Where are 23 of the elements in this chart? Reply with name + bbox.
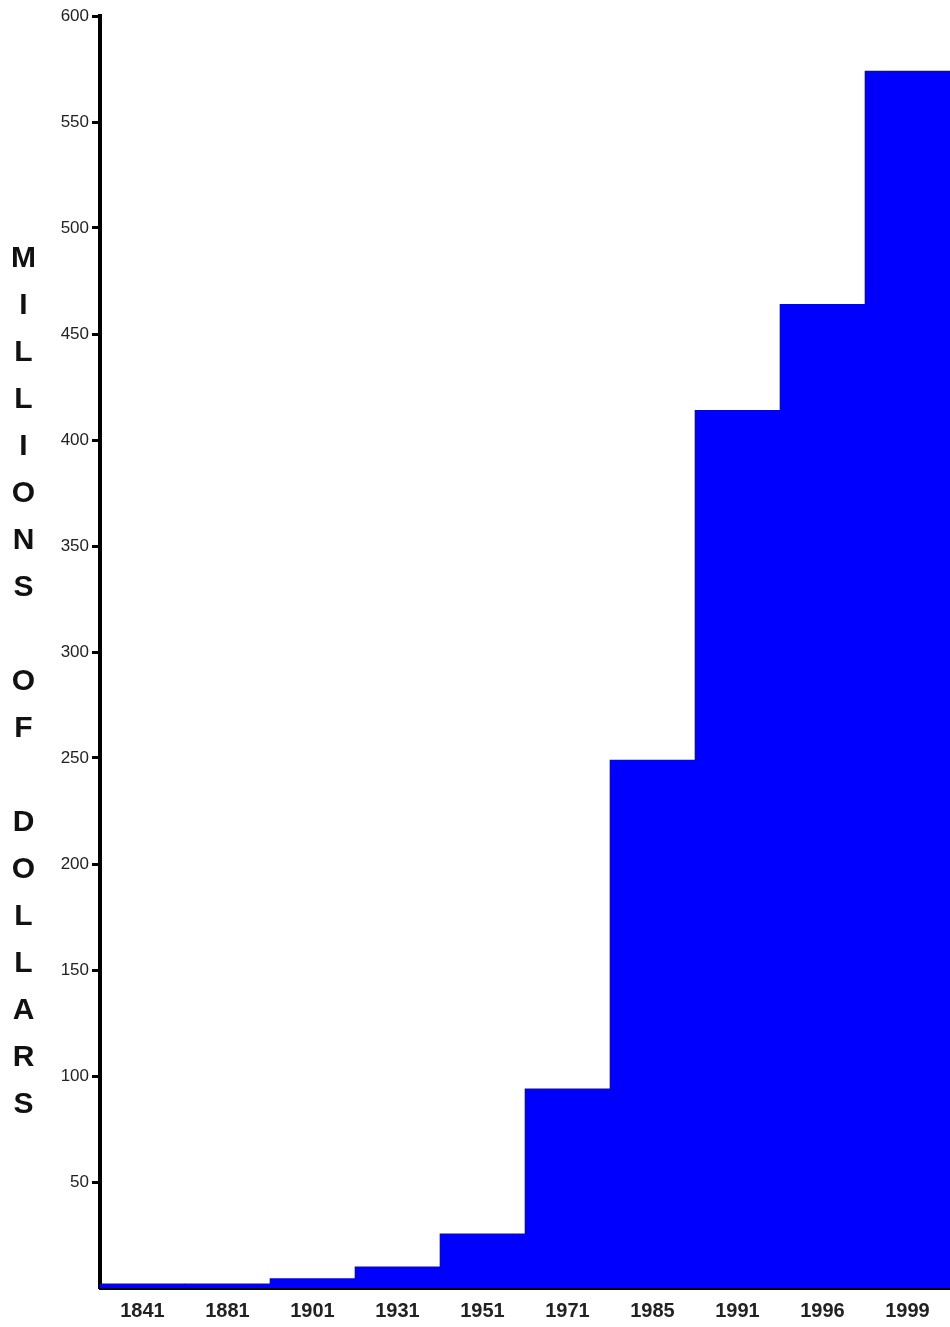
y-tick-label: 100 <box>60 1065 89 1085</box>
y-tick-label: 50 <box>70 1171 89 1191</box>
y-tick-label: 600 <box>60 5 89 25</box>
x-tick-label: 1881 <box>205 1298 250 1321</box>
y-axis-title: MILLIONS OF DOLLARS <box>6 240 40 1133</box>
y-tick-label: 550 <box>60 111 89 131</box>
x-tick-label: 1999 <box>885 1298 930 1321</box>
x-tick-label: 1951 <box>460 1298 505 1321</box>
y-tick-label: 500 <box>60 217 89 237</box>
x-tick-label: 1841 <box>120 1298 165 1321</box>
x-tick-label: 1985 <box>630 1298 675 1321</box>
y-tick-label: 450 <box>60 323 89 343</box>
x-tick-label: 1931 <box>375 1298 420 1321</box>
x-tick-label: 1901 <box>290 1298 335 1321</box>
y-tick-label: 400 <box>60 429 89 449</box>
x-tick-label: 1971 <box>545 1298 590 1321</box>
y-tick-label: 300 <box>60 641 89 661</box>
y-tick-label: 350 <box>60 535 89 555</box>
y-tick-label: 200 <box>60 853 89 873</box>
x-tick-label: 1996 <box>800 1298 845 1321</box>
y-tick-label: 250 <box>60 747 89 767</box>
y-tick-label: 150 <box>60 959 89 979</box>
x-tick-label: 1991 <box>715 1298 760 1321</box>
